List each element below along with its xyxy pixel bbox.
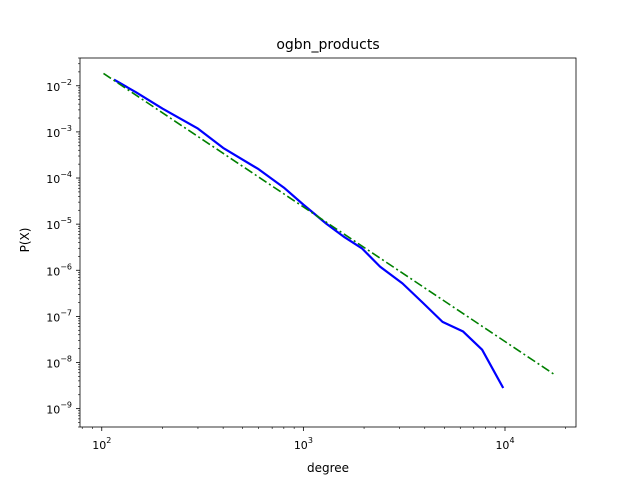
x-tick-label: 103 [294, 436, 313, 452]
y-tick-label: 10−4 [46, 170, 72, 186]
x-axis-label: degree [307, 461, 349, 475]
x-tick-label-exponent: 3 [308, 436, 313, 445]
x-tick-label-exponent: 4 [509, 436, 514, 445]
y-tick-label: 10−7 [46, 308, 72, 324]
y-tick-label-exponent: −6 [60, 262, 72, 271]
y-tick-label-base: 10 [46, 173, 60, 186]
series-line-1 [113, 78, 505, 389]
y-tick-label-base: 10 [46, 311, 60, 324]
y-tick-label-base: 10 [46, 81, 60, 94]
y-tick-label: 10−2 [46, 78, 72, 94]
y-tick-label-base: 10 [46, 219, 60, 232]
x-tick-label-base: 10 [495, 439, 509, 452]
y-tick-label-base: 10 [46, 265, 60, 278]
y-tick-label-exponent: −3 [60, 124, 72, 133]
x-tick-label-base: 10 [294, 439, 308, 452]
y-tick-label-exponent: −9 [60, 401, 72, 410]
y-tick-label: 10−9 [46, 401, 72, 417]
y-axis-label: P(X) [18, 228, 32, 253]
y-tick-label-base: 10 [46, 127, 60, 140]
x-tick-label: 102 [92, 436, 111, 452]
chart-title: ogbn_products [276, 37, 379, 53]
y-tick-label: 10−6 [46, 262, 72, 278]
y-tick-label: 10−5 [46, 216, 72, 232]
y-tick-label-exponent: −7 [60, 308, 72, 317]
y-tick-label-exponent: −2 [60, 78, 72, 87]
y-tick-label: 10−3 [46, 124, 72, 140]
y-tick-label-base: 10 [46, 404, 60, 417]
x-tick-label-base: 10 [92, 439, 106, 452]
series-line-2 [103, 72, 556, 376]
x-tick-label-exponent: 2 [106, 436, 111, 445]
y-tick-label-exponent: −4 [60, 170, 72, 179]
y-tick-label-exponent: −8 [60, 355, 72, 364]
y-tick-label-base: 10 [46, 358, 60, 371]
x-tick-label: 104 [495, 436, 514, 452]
y-tick-label: 10−8 [46, 355, 72, 371]
plot-area: 102 103 10410−910−810−710−610−510−410−310−… [46, 57, 577, 452]
y-tick-label-exponent: −5 [60, 216, 72, 225]
